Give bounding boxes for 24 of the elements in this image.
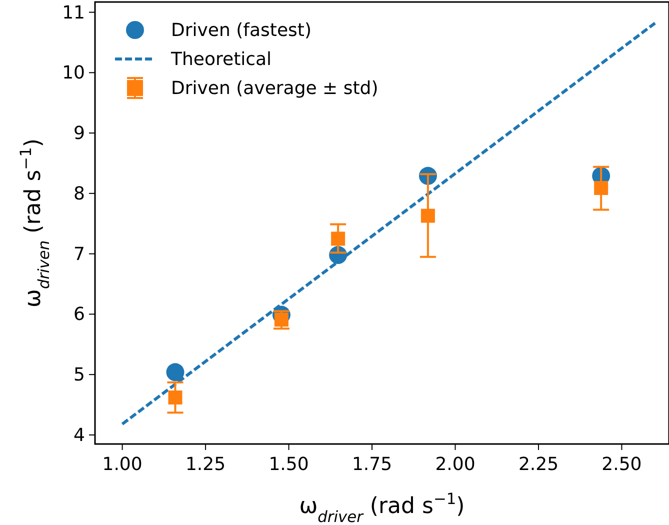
legend-label: Driven (fastest) [171, 20, 312, 41]
x-tick-label: 2.25 [518, 454, 559, 475]
x-tick-label: 1.00 [102, 454, 142, 475]
y-tick-label: 10 [62, 62, 85, 84]
point [420, 208, 435, 223]
y-tick-label: 5 [74, 364, 85, 386]
point [168, 390, 182, 405]
y-tick-label: 4 [74, 424, 85, 446]
x-tick-label: 1.75 [352, 454, 392, 475]
point [331, 232, 346, 246]
x-tick-label: 1.25 [186, 454, 226, 475]
x-tick-label: 2.50 [602, 454, 642, 475]
legend-label: Theoretical [170, 49, 272, 70]
y-tick-label: 9 [74, 123, 85, 144]
legend-label: Driven (average ± std) [171, 78, 378, 99]
y-tick-label: 7 [74, 244, 85, 265]
y-tick-label: 8 [74, 183, 85, 204]
y-tick-label: 6 [74, 304, 85, 326]
point [166, 363, 184, 382]
x-tick-label: 1.50 [268, 454, 309, 475]
point [594, 180, 608, 195]
y-tick-label: 11 [62, 2, 85, 24]
x-axis-title: ω$_{driver}$ (rad s$^{−1}$) [299, 490, 465, 525]
x-tick-label: 2.00 [435, 454, 476, 475]
